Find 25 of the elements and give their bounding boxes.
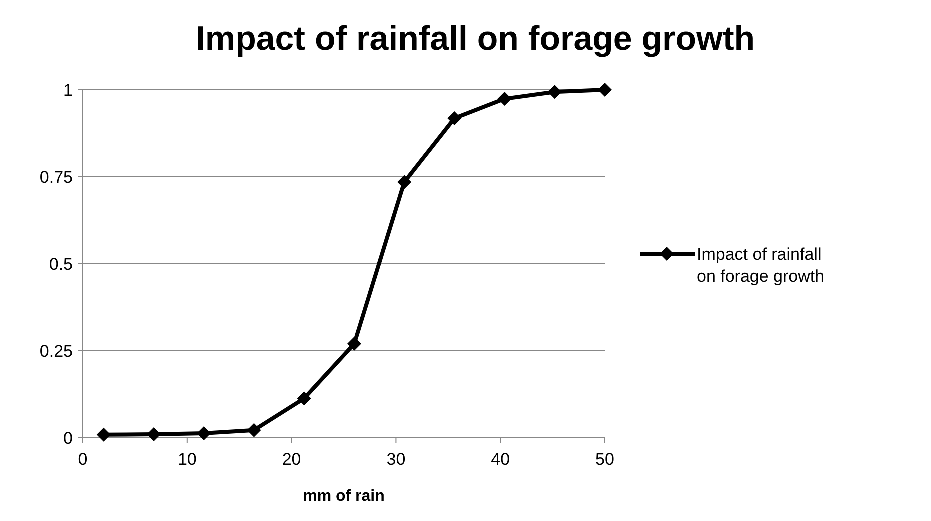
legend-label: Impact of rainfall on forage growth [697, 244, 825, 286]
point [96, 428, 111, 442]
x-tick-label: 30 [386, 450, 406, 469]
x-axis-title: mm of rain [303, 488, 385, 505]
y-tick-label: 0.25 [40, 342, 73, 361]
y-tick-label: 1 [64, 80, 73, 100]
point [548, 85, 562, 100]
x-tick-label: 20 [282, 450, 302, 469]
point [498, 92, 512, 106]
point [448, 112, 462, 126]
x-tick-label: 40 [491, 450, 510, 469]
point [197, 426, 212, 440]
point [598, 83, 612, 97]
point [347, 337, 362, 352]
x-tick-label: 10 [178, 450, 197, 469]
chart-title: Impact of rainfall on forage growth [196, 20, 756, 58]
point [398, 175, 412, 190]
point [247, 423, 262, 438]
y-tick-label: 0.5 [49, 254, 73, 274]
point [297, 392, 312, 406]
x-tick-label: 0 [78, 450, 88, 469]
y-tick-label: 0 [64, 428, 73, 448]
x-tick-label: 50 [596, 450, 614, 469]
y-tick-label: 0.75 [40, 168, 73, 187]
point [146, 428, 161, 442]
